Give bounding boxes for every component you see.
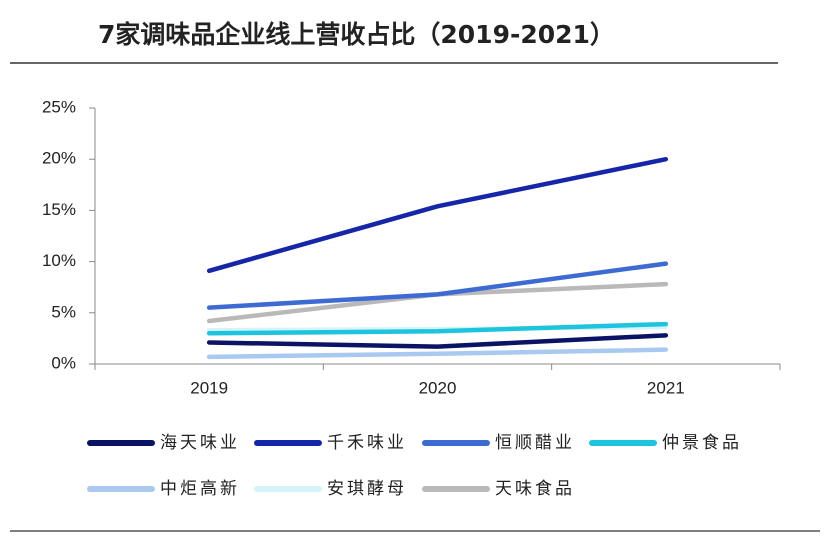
legend-label: 中炬高新 — [160, 479, 240, 499]
legend-label: 天味食品 — [495, 479, 575, 499]
chart-title: 7家调味品企业线上营收占比（2019-2021） — [98, 20, 615, 49]
legend-label: 仲景食品 — [662, 433, 742, 453]
y-tick-label: 15% — [42, 200, 76, 219]
y-tick-label: 25% — [42, 97, 76, 116]
legend-label: 千禾味业 — [327, 433, 407, 453]
series-line — [206, 156, 669, 274]
series-line — [206, 333, 669, 349]
series-line — [206, 347, 669, 360]
x-tick-label: 2021 — [647, 378, 685, 397]
legend-label: 恒顺醋业 — [495, 433, 575, 453]
y-tick-label: 5% — [51, 302, 76, 321]
series-line — [206, 321, 669, 336]
y-tick-label: 10% — [42, 251, 76, 270]
series-line — [206, 261, 669, 310]
legend-label: 海天味业 — [160, 433, 240, 453]
y-tick-label: 0% — [51, 353, 76, 372]
legend-label: 安琪酵母 — [327, 479, 407, 499]
x-tick-label: 2019 — [190, 378, 228, 397]
y-tick-label: 20% — [42, 149, 76, 168]
x-tick-label: 2020 — [419, 378, 457, 397]
